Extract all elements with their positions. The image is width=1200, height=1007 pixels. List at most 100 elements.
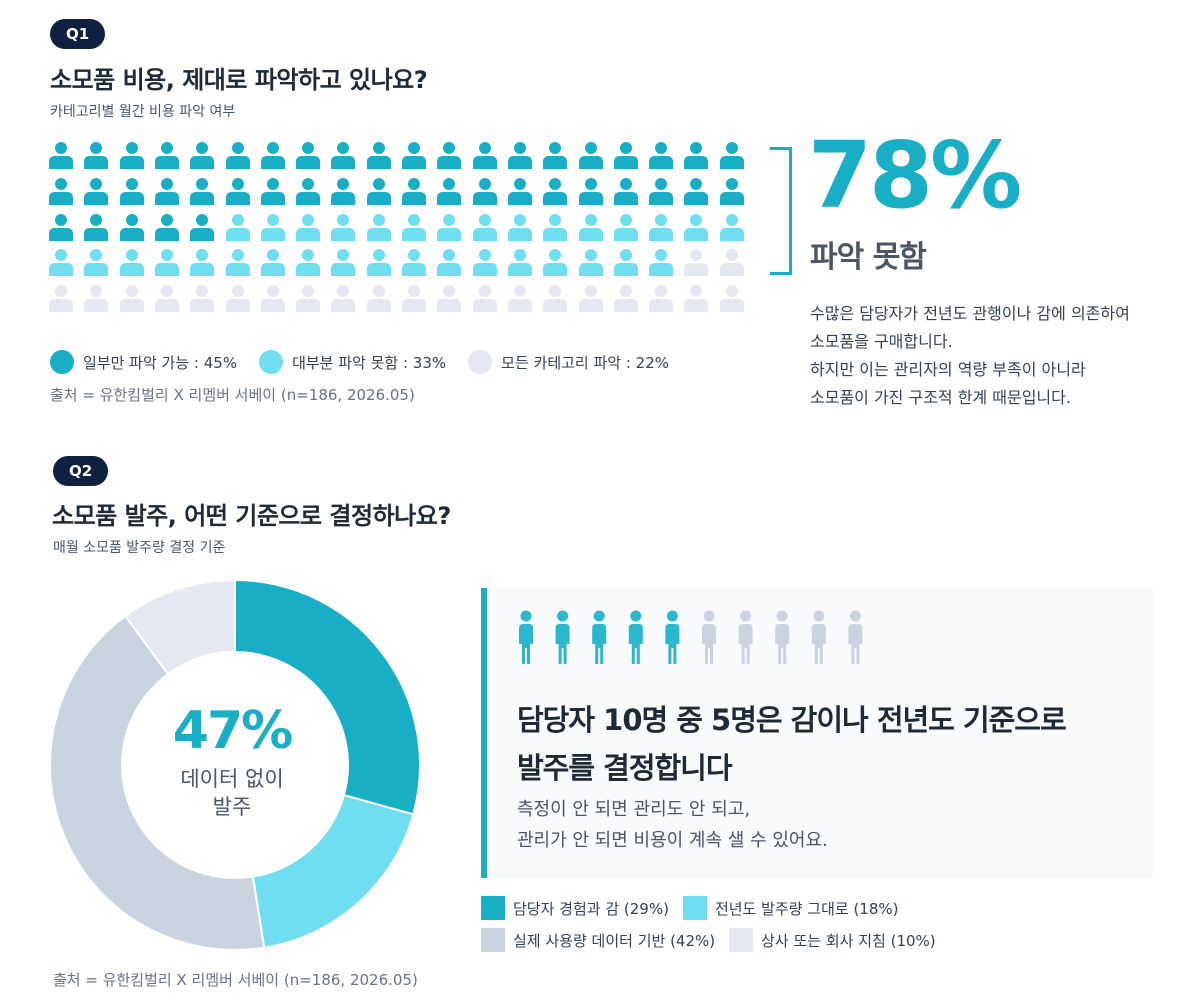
person-icon bbox=[119, 142, 144, 169]
person-icon bbox=[84, 249, 109, 277]
person-icon bbox=[543, 249, 568, 277]
person-icon bbox=[119, 213, 144, 241]
person-icon bbox=[331, 285, 356, 313]
legend-dot bbox=[259, 350, 284, 374]
donut-center: 47% 데이터 없이 발주 bbox=[132, 705, 332, 821]
person-icon bbox=[613, 177, 638, 205]
person-icon bbox=[738, 610, 753, 664]
person-icon bbox=[437, 177, 462, 205]
legend-label: 담당자 경험과 감 (29%) bbox=[513, 899, 669, 918]
person-icon bbox=[154, 249, 179, 277]
person-icon bbox=[578, 285, 603, 313]
person-icon bbox=[154, 142, 179, 169]
q1-legend: 일부만 파악 가능 : 45% 대부분 파악 못함 : 33% 모든 카테고리 … bbox=[50, 350, 669, 374]
person-icon bbox=[543, 142, 568, 169]
person-icon bbox=[260, 249, 285, 277]
person-icon bbox=[84, 177, 109, 205]
person-icon bbox=[331, 249, 356, 277]
donut-slice bbox=[49, 614, 266, 951]
person-icon bbox=[225, 177, 250, 205]
person-icon bbox=[437, 142, 462, 169]
person-icon bbox=[366, 285, 391, 313]
person-icon bbox=[649, 213, 674, 241]
person-icon bbox=[331, 213, 356, 241]
person-icon bbox=[402, 177, 426, 205]
person-icon bbox=[719, 249, 744, 277]
q2-legend: 담당자 경험과 감 (29%) 전년도 발주량 그대로 (18%) 실제 사용량… bbox=[481, 896, 1171, 960]
person-icon bbox=[296, 142, 321, 169]
person-icon bbox=[402, 249, 426, 277]
legend-item: 상사 또는 회사 지침 (10%) bbox=[729, 928, 936, 952]
person-icon bbox=[507, 249, 532, 277]
person-icon bbox=[296, 285, 321, 313]
legend-item: 일부만 파악 가능 : 45% bbox=[50, 350, 237, 374]
person-icon bbox=[472, 142, 497, 169]
person-icon bbox=[665, 610, 680, 664]
description-line: 하지만 이는 관리자의 역량 부족이 아니라 bbox=[810, 360, 1086, 379]
person-icon bbox=[119, 177, 144, 205]
legend-item: 전년도 발주량 그대로 (18%) bbox=[682, 896, 899, 920]
person-icon bbox=[472, 285, 497, 313]
person-icon bbox=[366, 213, 391, 241]
legend-dot bbox=[50, 350, 74, 374]
person-icon bbox=[507, 142, 532, 169]
person-icon bbox=[366, 249, 391, 277]
person-icon bbox=[49, 249, 73, 277]
person-icon bbox=[811, 610, 826, 664]
person-icon bbox=[331, 142, 356, 169]
person-icon bbox=[225, 285, 250, 313]
person-icon bbox=[613, 249, 638, 277]
person-icon bbox=[578, 249, 603, 277]
person-icon bbox=[578, 142, 603, 169]
q1-source: 출처 = 유한킴벌리 X 리멤버 서베이 (n=186, 2026.05) bbox=[50, 386, 415, 404]
person-icon bbox=[719, 285, 744, 313]
legend-swatch bbox=[729, 928, 754, 952]
person-icon bbox=[613, 213, 638, 241]
person-icon bbox=[613, 285, 638, 313]
person-icon bbox=[613, 142, 638, 169]
insight-body: 측정이 안 되면 관리도 안 되고, 관리가 안 되면 비용이 계속 샐 수 있… bbox=[517, 794, 828, 856]
person-icon bbox=[437, 285, 462, 313]
donut-center-percent: 47% bbox=[172, 701, 293, 761]
person-icon bbox=[684, 177, 709, 205]
legend-label: 상사 또는 회사 지침 (10%) bbox=[761, 931, 936, 950]
q1-badge: Q1 bbox=[50, 19, 106, 49]
legend-item: 실제 사용량 데이터 기반 (42%) bbox=[481, 928, 715, 952]
person-icon bbox=[684, 249, 709, 277]
pictogram-chart-ten bbox=[519, 610, 863, 664]
q2-source: 출처 = 유한킴벌리 X 리멤버 서베이 (n=186, 2026.05) bbox=[53, 971, 418, 989]
pictogram-chart-q1 bbox=[48, 142, 748, 317]
description-line: 소모품이 가진 구조적 한계 때문입니다. bbox=[810, 388, 1071, 407]
q2-title: 소모품 발주, 어떤 기준으로 결정하나요? bbox=[52, 502, 451, 530]
legend-label: 모든 카테고리 파악 : 22% bbox=[501, 353, 670, 372]
insight-body-line: 관리가 안 되면 비용이 계속 샐 수 있어요. bbox=[517, 830, 828, 851]
person-icon bbox=[684, 142, 709, 169]
person-icon bbox=[719, 213, 744, 241]
person-icon bbox=[190, 249, 215, 277]
insight-card: 담당자 10명 중 5명은 감이나 전년도 기준으로 발주를 결정합니다 측정이… bbox=[481, 588, 1153, 878]
person-icon bbox=[84, 142, 109, 169]
q1-title: 소모품 비용, 제대로 파악하고 있나요? bbox=[50, 66, 428, 94]
person-icon bbox=[472, 249, 497, 277]
donut-center-label-line: 데이터 없이 bbox=[180, 767, 284, 791]
insight-heading: 담당자 10명 중 5명은 감이나 전년도 기준으로 발주를 결정합니다 bbox=[517, 696, 1067, 792]
person-icon bbox=[402, 142, 426, 169]
person-icon bbox=[719, 142, 744, 169]
donut-chart-q2 bbox=[49, 578, 421, 951]
person-icon bbox=[119, 249, 144, 277]
person-icon bbox=[84, 213, 109, 241]
person-icon bbox=[296, 249, 321, 277]
person-icon bbox=[472, 177, 497, 205]
person-icon bbox=[260, 285, 285, 313]
person-icon bbox=[578, 213, 603, 241]
person-icon bbox=[684, 213, 709, 241]
highlight-label: 파악 못함 bbox=[810, 240, 927, 275]
person-icon bbox=[578, 177, 603, 205]
person-icon bbox=[296, 177, 321, 205]
person-icon bbox=[190, 142, 215, 169]
legend-swatch bbox=[481, 928, 505, 952]
bracket-divider bbox=[770, 147, 792, 275]
person-icon bbox=[225, 142, 250, 169]
person-icon bbox=[719, 177, 744, 205]
legend-dot bbox=[468, 350, 493, 374]
